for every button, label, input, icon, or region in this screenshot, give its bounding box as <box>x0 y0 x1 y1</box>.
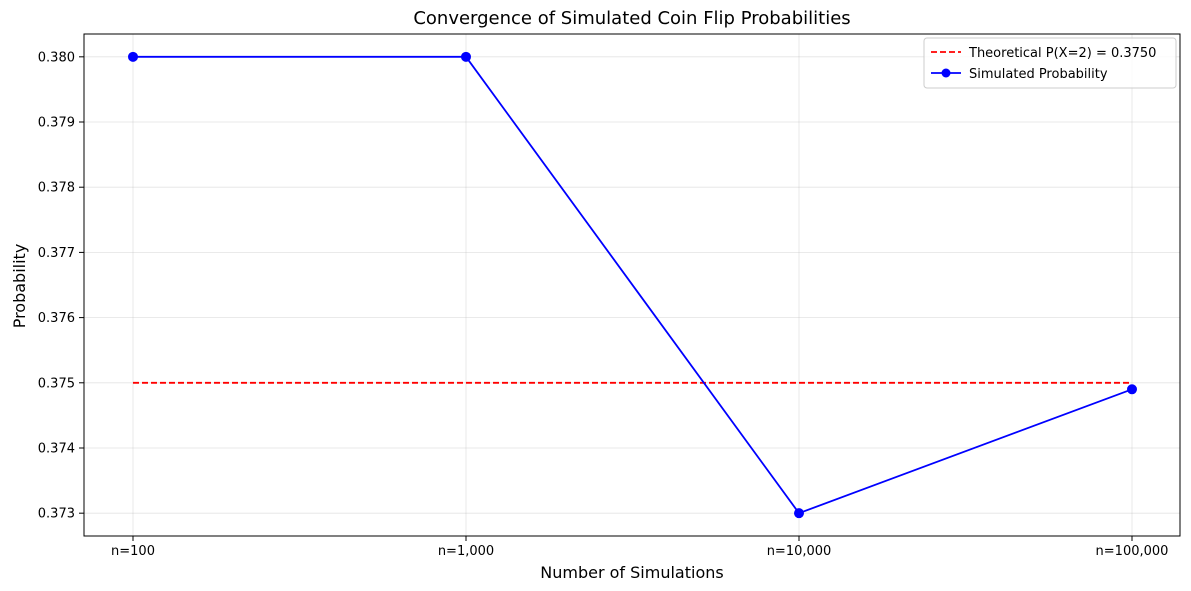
y-tick-label: 0.377 <box>38 246 75 261</box>
simulated-probability-point <box>461 51 471 62</box>
grid <box>84 34 1180 536</box>
y-tick-label: 0.374 <box>38 441 75 456</box>
x-axis-label: Number of Simulations <box>540 563 723 582</box>
y-axis-ticks: 0.373 0.374 0.375 0.376 0.377 0.378 0.379 0.380 <box>38 50 84 522</box>
simulated-probability-point <box>794 508 804 519</box>
x-tick-label: n=100,000 <box>1096 544 1169 559</box>
legend-series-label: Simulated Probability <box>969 67 1108 82</box>
x-tick-label: n=10,000 <box>767 544 832 559</box>
y-tick-label: 0.378 <box>38 181 75 196</box>
chart-title: Convergence of Simulated Coin Flip Proba… <box>413 8 850 29</box>
x-tick-label: n=100 <box>111 544 155 559</box>
legend-reference-label: Theoretical P(X=2) = 0.3750 <box>968 46 1156 61</box>
plot-area-frame <box>83 33 1181 537</box>
legend-series-marker <box>941 68 951 78</box>
simulated-probability-point <box>1127 384 1137 395</box>
y-tick-label: 0.373 <box>38 507 75 522</box>
simulated-probability-point <box>128 51 138 62</box>
legend: Theoretical P(X=2) = 0.3750 Simulated Pr… <box>923 37 1177 89</box>
simulated-probability-line <box>133 55 1133 515</box>
legend-frame <box>923 37 1177 89</box>
y-tick-label: 0.380 <box>38 50 75 65</box>
x-axis-ticks: n=100 n=1,000 n=10,000 n=100,000 <box>111 536 1168 559</box>
y-tick-label: 0.379 <box>38 116 75 131</box>
y-tick-label: 0.376 <box>38 311 75 326</box>
x-tick-label: n=1,000 <box>438 544 494 559</box>
y-axis-label: Probability <box>10 244 29 329</box>
y-tick-label: 0.375 <box>38 376 75 391</box>
series-layer <box>128 51 1137 519</box>
